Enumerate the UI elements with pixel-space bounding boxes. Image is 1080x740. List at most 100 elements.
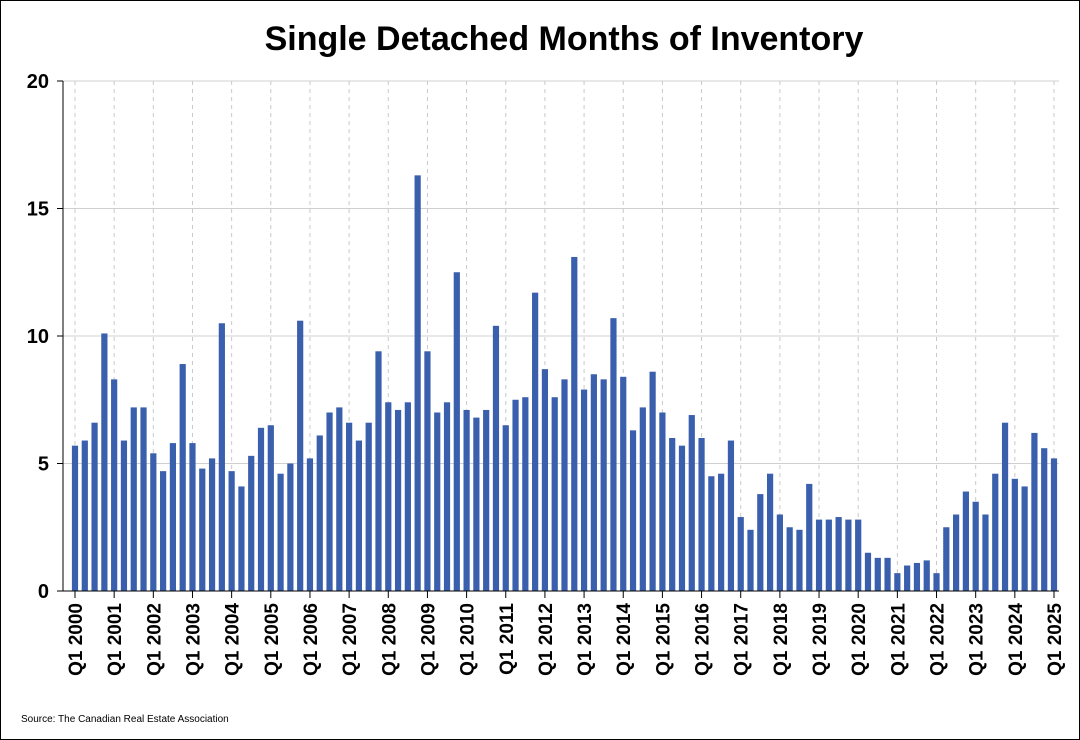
bar-series xyxy=(71,175,1058,591)
x-tick-label: Q1 2000 xyxy=(66,603,87,676)
bar xyxy=(287,463,294,591)
bar xyxy=(835,517,842,591)
bar xyxy=(326,412,333,591)
bar xyxy=(1001,422,1009,591)
x-tick-label: Q1 2003 xyxy=(183,603,204,676)
bar xyxy=(179,364,186,591)
bar xyxy=(884,557,891,591)
bar xyxy=(297,320,304,591)
bar xyxy=(639,407,646,591)
source-note: Source: The Canadian Real Estate Associa… xyxy=(21,714,229,725)
bar xyxy=(385,402,392,591)
bar xyxy=(512,399,519,591)
bar xyxy=(1050,458,1058,591)
bar xyxy=(874,557,881,591)
bar xyxy=(169,443,176,591)
bar xyxy=(580,389,588,591)
bar xyxy=(571,256,578,591)
x-tick-label: Q1 2010 xyxy=(458,603,479,676)
x-tick-label: Q1 2001 xyxy=(105,603,126,676)
bar xyxy=(855,519,862,591)
bar xyxy=(1041,448,1048,591)
bar xyxy=(248,455,255,591)
bar xyxy=(913,562,921,591)
x-tick-label: Q1 2008 xyxy=(379,603,400,676)
bar xyxy=(111,379,118,591)
bar xyxy=(443,402,451,591)
bar xyxy=(502,425,509,591)
bar xyxy=(150,453,157,591)
x-tick-label: Q1 2016 xyxy=(693,603,714,676)
x-tick-label: Q1 2022 xyxy=(928,603,949,676)
bar xyxy=(483,409,490,591)
bar xyxy=(306,458,314,591)
bar xyxy=(375,351,382,591)
bar xyxy=(669,438,676,591)
bar xyxy=(81,440,88,591)
bar xyxy=(522,397,529,591)
x-tick-label: Q1 2024 xyxy=(1006,603,1027,676)
x-tick-label: Q1 2013 xyxy=(575,603,596,676)
bar xyxy=(277,473,284,591)
bar xyxy=(365,422,372,591)
y-tick-label: 5 xyxy=(38,454,49,476)
bar xyxy=(228,471,235,591)
y-tick-label: 15 xyxy=(27,199,49,221)
bar xyxy=(463,409,470,591)
x-tick-label: Q1 2012 xyxy=(536,603,557,676)
bar xyxy=(904,565,911,591)
bar xyxy=(1031,432,1038,591)
x-tick-label: Q1 2004 xyxy=(223,603,244,676)
bar xyxy=(346,422,353,591)
bar xyxy=(199,468,206,591)
bar xyxy=(678,445,686,591)
x-axis-ticks: Q1 2000 Q1 2001 Q1 2002 Q1 2003 Q1 2004 Q1 20… xyxy=(66,591,1066,676)
x-tick-label: Q1 2018 xyxy=(771,603,792,676)
bar xyxy=(590,374,597,591)
bar xyxy=(316,435,323,591)
bar xyxy=(659,412,666,591)
bar xyxy=(992,473,999,591)
bar xyxy=(923,560,930,591)
bar xyxy=(1011,478,1018,591)
bar xyxy=(492,325,500,591)
bar xyxy=(91,422,98,591)
x-tick-label: Q1 2006 xyxy=(301,603,322,676)
bar xyxy=(894,573,901,591)
bar xyxy=(434,412,441,591)
x-tick-label: Q1 2015 xyxy=(653,603,674,676)
bar xyxy=(698,438,705,591)
x-tick-label: Q1 2021 xyxy=(888,603,909,676)
x-tick-label: Q1 2009 xyxy=(418,603,439,676)
bar xyxy=(786,527,793,591)
y-tick-label: 10 xyxy=(27,326,49,348)
bar xyxy=(953,514,960,591)
bar xyxy=(453,272,460,591)
y-axis-ticks: 0 5 10 15 20 xyxy=(27,71,63,603)
bar xyxy=(120,440,128,591)
bar xyxy=(825,519,832,591)
bar xyxy=(561,379,568,591)
bar xyxy=(208,458,216,591)
bar xyxy=(620,376,627,591)
x-tick-label: Q1 2017 xyxy=(732,603,753,676)
bar xyxy=(532,292,539,591)
bar xyxy=(541,369,549,591)
bar xyxy=(962,491,969,591)
y-tick-label: 0 xyxy=(38,581,49,603)
bar xyxy=(629,430,637,591)
bar xyxy=(336,407,343,591)
bar xyxy=(972,501,979,591)
x-tick-label: Q1 2025 xyxy=(1045,603,1066,676)
x-tick-label: Q1 2019 xyxy=(810,603,831,676)
bar xyxy=(845,519,852,591)
bar xyxy=(600,379,607,591)
bar xyxy=(1021,486,1028,591)
bar xyxy=(718,473,725,591)
bar xyxy=(864,552,872,591)
bar xyxy=(943,527,950,591)
bar xyxy=(747,529,754,591)
bar xyxy=(130,407,137,591)
bar xyxy=(404,402,411,591)
